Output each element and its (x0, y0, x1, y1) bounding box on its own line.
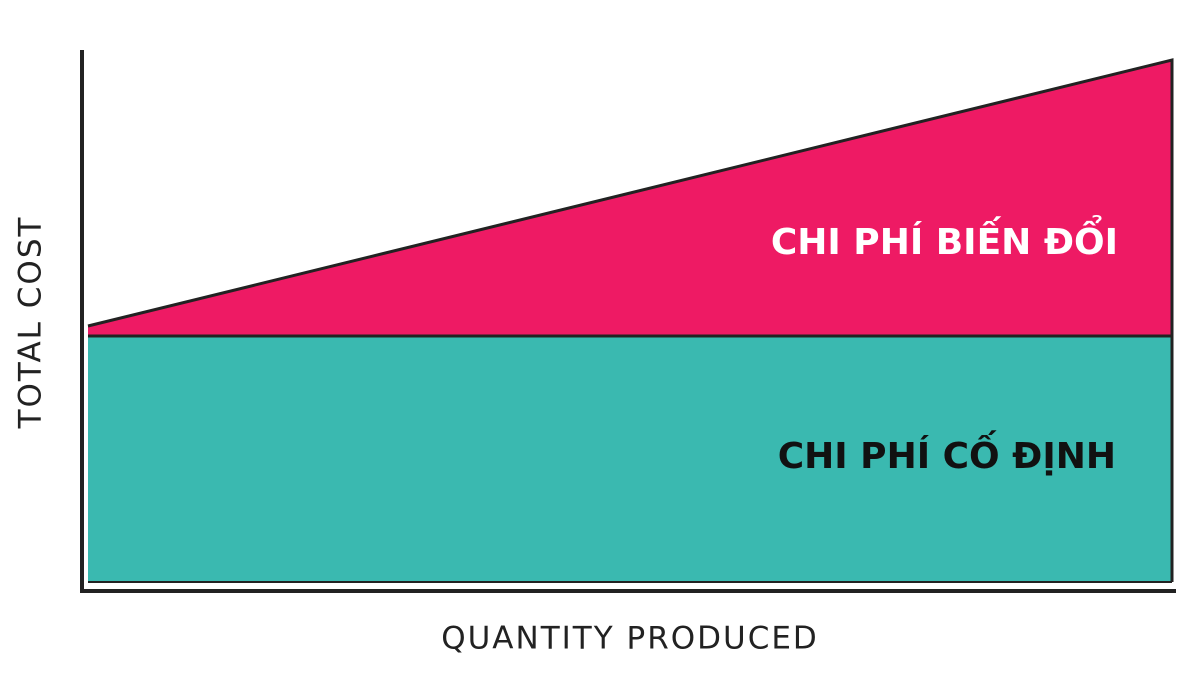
x-axis-label: QUANTITY PRODUCED (441, 621, 819, 657)
fixed-cost-area (88, 336, 1172, 582)
fixed-cost-label: CHI PHÍ CỐ ĐỊNH (778, 430, 1116, 477)
variable-cost-area (88, 60, 1172, 336)
variable-cost-outline (87, 58, 1174, 582)
y-axis-label: TOTAL COST (13, 216, 49, 430)
variable-cost-label: CHI PHÍ BIẾN ĐỔI (771, 215, 1118, 263)
